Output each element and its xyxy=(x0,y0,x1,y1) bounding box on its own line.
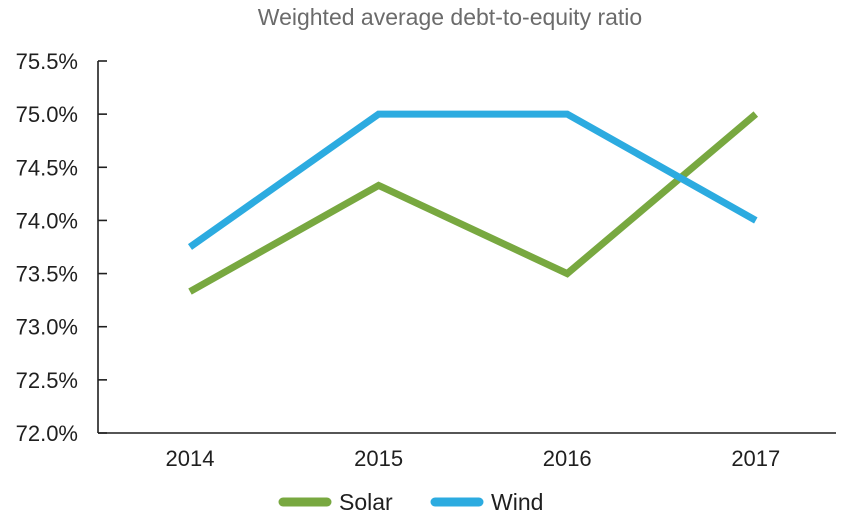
y-axis: 72.0% 72.5% 73.0% 73.5% 74.0% 74.5% 75.0% 75.5% xyxy=(16,49,107,446)
y-tick-label: 74.0% xyxy=(16,208,78,233)
legend: Solar Wind xyxy=(278,489,543,515)
y-tick-label: 75.0% xyxy=(16,102,78,127)
y-tick-label: 74.5% xyxy=(16,155,78,180)
chart-title: Weighted average debt-to-equity ratio xyxy=(258,4,642,30)
x-tick-label: 2014 xyxy=(166,446,215,471)
y-tick-label: 72.5% xyxy=(16,368,78,393)
x-tick-label: 2016 xyxy=(543,446,592,471)
y-tick-label: 73.5% xyxy=(16,262,78,287)
x-tick-label: 2017 xyxy=(731,446,780,471)
series-line-solar xyxy=(188,111,759,295)
series-line-wind xyxy=(187,110,758,250)
series-lines xyxy=(187,110,759,295)
legend-label-solar: Solar xyxy=(339,489,393,515)
y-tick-label: 72.0% xyxy=(16,421,78,446)
legend-label-wind: Wind xyxy=(491,489,543,515)
y-tick-label: 75.5% xyxy=(16,49,78,74)
x-tick-label: 2015 xyxy=(354,446,403,471)
y-tick-label: 73.0% xyxy=(16,315,78,340)
x-axis: 2014 2015 2016 2017 xyxy=(98,432,836,471)
